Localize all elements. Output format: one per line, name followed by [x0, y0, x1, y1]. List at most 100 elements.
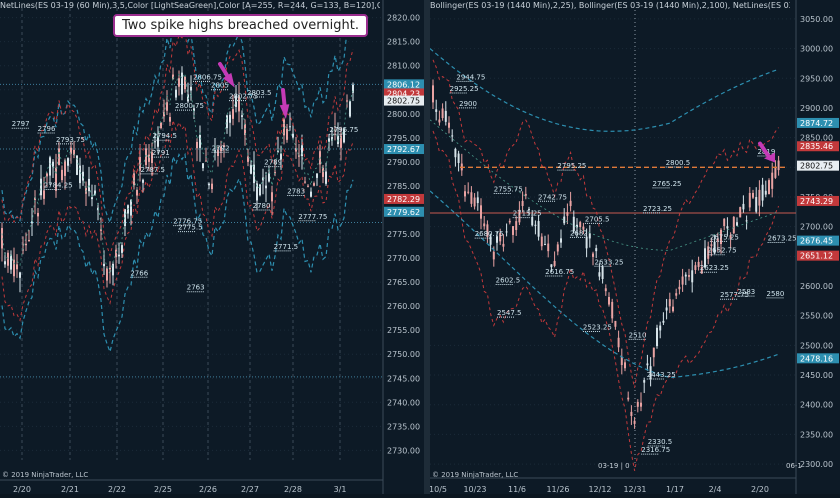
candle-body — [274, 172, 276, 174]
candle-body — [160, 122, 162, 129]
candle-body — [700, 267, 703, 274]
candle-body — [265, 185, 267, 189]
candle-body — [16, 264, 18, 270]
x-tick-label: 2/20 — [751, 485, 769, 494]
candle-body — [537, 221, 540, 237]
candle-body — [572, 216, 575, 232]
candle-body — [454, 148, 457, 158]
candle-body — [668, 299, 671, 307]
y-tick-label: 2775.00 — [387, 230, 420, 239]
candle-body — [292, 133, 294, 138]
candle-body — [7, 252, 9, 266]
y-tick-label: 2765.00 — [387, 278, 420, 287]
level-label: 2580 — [766, 290, 784, 298]
price-box — [797, 141, 839, 152]
annotation-arrow — [758, 141, 772, 161]
candle-body — [726, 226, 729, 229]
candle-body — [515, 221, 518, 231]
x-tick-label: 3/1 — [334, 485, 347, 494]
level-label: 2633.25 — [595, 258, 624, 266]
candle-body — [340, 135, 342, 148]
x-tick-label: 11/26 — [546, 485, 569, 494]
level-label: 2583 — [737, 288, 755, 296]
candle-body — [223, 145, 225, 148]
price-box — [384, 95, 424, 106]
annotation-arrowhead — [279, 104, 290, 119]
candle-body — [175, 89, 177, 98]
candle-body — [76, 155, 78, 175]
candle-body — [103, 263, 105, 267]
candle-body — [550, 264, 553, 268]
candle-body — [346, 100, 348, 102]
candle-body — [636, 401, 639, 407]
candle-body — [226, 115, 228, 129]
price-box-label: 2651.12 — [800, 252, 833, 261]
candle-body — [736, 222, 738, 226]
level-label: 2787.5 — [141, 166, 166, 174]
candle-body — [713, 242, 716, 254]
candle-body — [560, 238, 562, 243]
price-box-label: 2804.23 — [387, 89, 420, 98]
candle-body — [4, 261, 6, 265]
candle-body — [588, 233, 591, 239]
annotation-callout: Two spike highs breached overnight. — [113, 14, 368, 37]
candle-body — [307, 185, 309, 187]
candle-body — [190, 86, 192, 91]
bollinger-25-lower — [432, 130, 780, 471]
y-tick-label: 2755.00 — [387, 326, 420, 335]
candle-body — [253, 164, 255, 184]
level-label: 2944.75 — [456, 73, 485, 81]
candle-body — [448, 122, 450, 128]
candle-body — [31, 221, 33, 224]
candle-body — [643, 380, 646, 383]
bollinger-mid — [1, 72, 354, 276]
candle-body — [49, 157, 51, 176]
candle-body — [656, 327, 658, 347]
candle-body — [55, 167, 57, 191]
daily-chart-canvas: 3050.00 3000.00 2950.00 2900.00 2850.00 2800.… — [429, 0, 839, 494]
candle-body — [684, 274, 687, 277]
level-label: 2783 — [287, 188, 305, 196]
candle-body — [277, 150, 279, 152]
y-tick-label: 2950.00 — [800, 74, 833, 83]
daily-chart-panel[interactable]: 3050.00 3000.00 2950.00 2900.00 2850.00 2800.… — [429, 0, 840, 494]
y-tick-label: 2820.00 — [387, 14, 420, 23]
candle-body — [106, 268, 108, 281]
candle-body — [295, 148, 297, 152]
candle-body — [322, 167, 324, 177]
candle-body — [540, 236, 543, 247]
candle-body — [771, 172, 774, 189]
level-label: 2715.25 — [513, 210, 542, 218]
candle-body — [43, 190, 45, 199]
price-box-label: 2835.46 — [800, 142, 833, 151]
candle-body — [286, 128, 288, 140]
x-tick-label: 1/17 — [666, 485, 684, 494]
candle-body — [761, 184, 764, 201]
price-box-label: 2478.16 — [800, 354, 833, 363]
level-label: 2771.5 — [274, 243, 299, 251]
candle-body — [262, 177, 264, 181]
candle-body — [480, 205, 482, 219]
candle-body — [675, 293, 678, 296]
x-tick-label: 2/21 — [61, 485, 79, 494]
candle-body — [250, 165, 252, 174]
candle-body — [115, 249, 117, 258]
y-tick-label: 2760.00 — [387, 302, 420, 311]
price-box — [797, 235, 839, 246]
x-tick-label: 11/6 — [508, 485, 526, 494]
candle-body — [121, 245, 123, 253]
candle-body — [199, 134, 201, 148]
price-box — [384, 144, 424, 155]
candle-body — [136, 189, 138, 196]
candle-body — [130, 200, 132, 216]
y-tick-label: 2550.00 — [800, 312, 833, 321]
candle-body — [313, 183, 315, 186]
candle-body — [10, 254, 12, 270]
candle-body — [614, 320, 617, 327]
candle-body — [608, 297, 610, 305]
level-label: 2705.5 — [585, 215, 610, 223]
candle-body — [52, 161, 54, 167]
candle-body — [774, 166, 777, 178]
intraday-chart-panel[interactable]: 2820.002815.002810.002805.002800.002795.… — [0, 0, 424, 494]
panel-divider[interactable] — [424, 0, 430, 494]
